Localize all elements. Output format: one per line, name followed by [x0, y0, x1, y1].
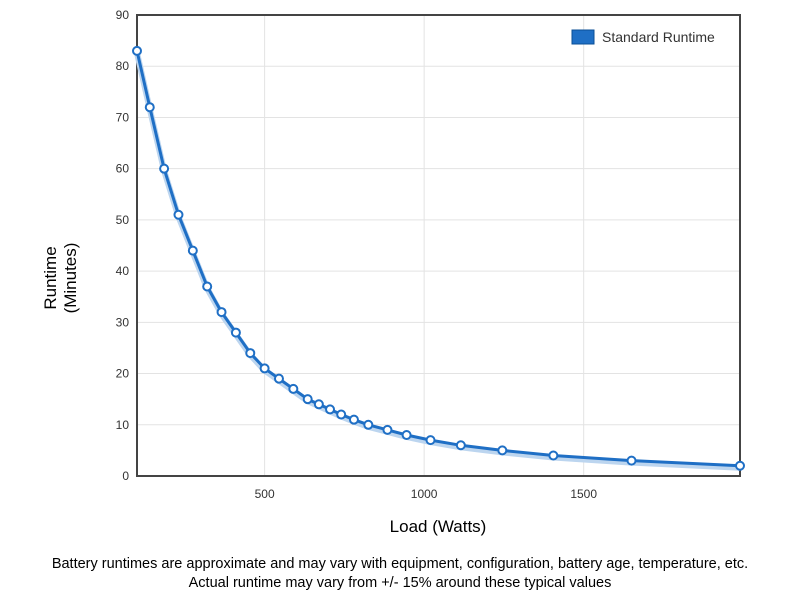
- series-line: [135, 50, 741, 468]
- data-point: [401, 430, 412, 441]
- series-layer: [132, 45, 745, 471]
- y-tick-label: 90: [116, 8, 130, 22]
- y-axis-ticks: 0 10 20 30 40 50 60 70 80 90: [116, 8, 130, 483]
- data-point: [132, 45, 142, 56]
- x-tick-label: 500: [255, 487, 275, 501]
- footnote-line-2: Actual runtime may vary from +/- 15% aro…: [188, 575, 612, 591]
- footnote-line-1: Battery runtimes are approximate and may…: [51, 556, 749, 572]
- data-point: [548, 450, 559, 461]
- data-point: [325, 404, 336, 415]
- data-point: [302, 394, 313, 405]
- data-point: [313, 399, 324, 410]
- y-axis-label-line-2: (Minutes): [61, 243, 80, 314]
- x-tick-label: 1000: [411, 487, 438, 501]
- data-point: [455, 440, 466, 451]
- data-point: [144, 102, 155, 113]
- data-point: [336, 409, 347, 420]
- runtime-chart: 0 10 20 30 40 50 60 70 80 90 500 1000 1500 Standard…: [41, 8, 745, 536]
- y-tick-label: 40: [116, 264, 130, 278]
- data-point: [245, 348, 256, 359]
- data-point: [259, 363, 270, 374]
- data-point: [216, 307, 227, 318]
- data-point: [497, 445, 508, 456]
- y-tick-label: 30: [116, 315, 130, 329]
- data-point: [230, 327, 241, 338]
- y-tick-label: 10: [116, 418, 130, 432]
- data-point: [187, 245, 198, 256]
- grid-lines: [137, 14, 740, 477]
- y-tick-label: 70: [116, 110, 130, 124]
- data-point: [363, 419, 374, 430]
- plot-frame: [136, 14, 741, 477]
- y-tick-label: 50: [116, 213, 130, 227]
- data-point: [425, 435, 436, 446]
- y-tick-label: 80: [116, 59, 130, 73]
- y-tick-label: 0: [122, 469, 129, 483]
- legend: Standard Runtime: [571, 29, 715, 45]
- legend-label: Standard Runtime: [602, 29, 715, 45]
- y-axis-label-line-1: Runtime: [41, 246, 60, 309]
- y-tick-label: 60: [116, 162, 130, 176]
- data-point: [159, 163, 170, 174]
- data-point: [202, 281, 213, 292]
- y-tick-label: 20: [116, 367, 130, 381]
- series-line-shadow: [134, 52, 741, 471]
- data-point: [173, 209, 184, 220]
- data-point: [273, 373, 284, 384]
- legend-swatch: [571, 29, 595, 45]
- data-point: [382, 424, 393, 435]
- data-point: [626, 455, 637, 466]
- data-point: [348, 414, 359, 425]
- x-axis-ticks: 500 1000 1500: [255, 487, 598, 501]
- x-axis-label: Load (Watts): [390, 517, 487, 536]
- x-tick-label: 1500: [570, 487, 597, 501]
- y-axis-label: Runtime (Minutes): [41, 243, 80, 314]
- data-point: [288, 383, 299, 394]
- data-point: [735, 460, 745, 471]
